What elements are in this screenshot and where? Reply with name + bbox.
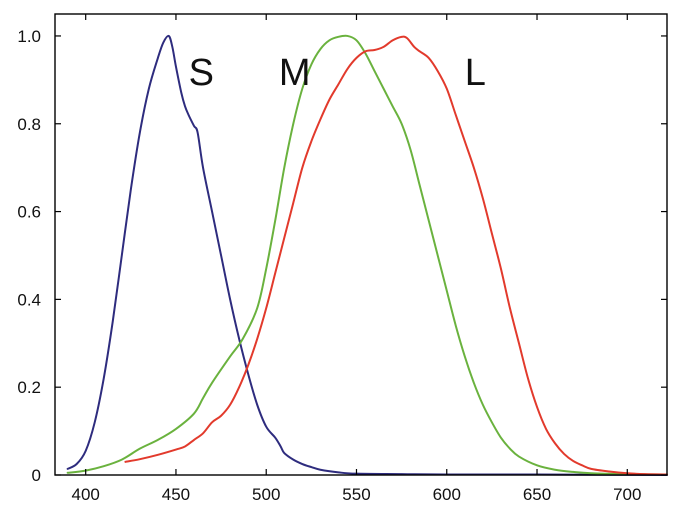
series-label-l: L	[465, 52, 486, 94]
x-tick-label-650: 650	[523, 485, 551, 504]
series-line-m	[66, 34, 668, 476]
series-line-s	[66, 34, 668, 476]
x-tick-label-600: 600	[433, 485, 461, 504]
x-tick-label-550: 550	[342, 485, 370, 504]
x-tick-label-450: 450	[162, 485, 190, 504]
y-tick-label-3: 0.6	[17, 203, 41, 222]
y-tick-label-1: 0.2	[17, 378, 41, 397]
x-tick-label-700: 700	[613, 485, 641, 504]
y-tick-label-2: 0.4	[17, 290, 41, 309]
axis-ticks: 400 450 500 550 600 650 700 0 0.2 0.4 0.6 0.8 1.0	[17, 14, 667, 504]
y-tick-label-4: 0.8	[17, 115, 41, 134]
x-tick-label-500: 500	[252, 485, 280, 504]
plot-frame	[54, 13, 668, 476]
series-label-s: S	[189, 52, 214, 94]
y-tick-label-5: 1.0	[17, 27, 41, 46]
x-tick-label-400: 400	[72, 485, 100, 504]
y-tick-label-0: 0	[32, 466, 41, 485]
series-label-m: M	[279, 52, 311, 94]
series-layer	[66, 34, 668, 476]
series-line-l	[124, 35, 668, 476]
